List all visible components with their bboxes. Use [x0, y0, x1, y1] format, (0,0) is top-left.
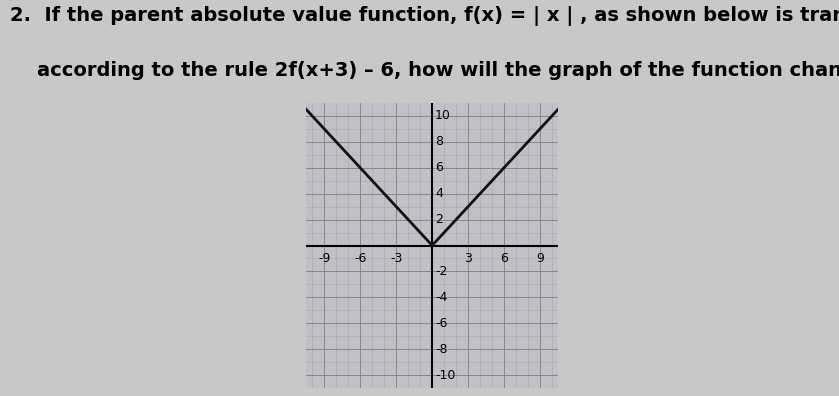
Text: according to the rule 2f(x+3) – 6, how will the graph of the function change?: according to the rule 2f(x+3) – 6, how w…: [10, 61, 839, 80]
Text: 6: 6: [500, 252, 508, 265]
Text: 8: 8: [435, 135, 443, 148]
Text: -9: -9: [318, 252, 331, 265]
Text: -3: -3: [390, 252, 403, 265]
Text: -2: -2: [435, 265, 447, 278]
Text: -4: -4: [435, 291, 447, 304]
Text: 10: 10: [435, 109, 451, 122]
Text: 4: 4: [435, 187, 443, 200]
Text: 9: 9: [536, 252, 544, 265]
Text: -8: -8: [435, 343, 447, 356]
Text: -6: -6: [435, 317, 447, 330]
Text: 2.  If the parent absolute value function, f(x) = | x | , as shown below is tran: 2. If the parent absolute value function…: [10, 6, 839, 26]
Text: 2: 2: [435, 213, 443, 226]
Text: 6: 6: [435, 161, 443, 174]
Text: 3: 3: [464, 252, 472, 265]
Text: -6: -6: [354, 252, 367, 265]
Text: -10: -10: [435, 369, 456, 382]
